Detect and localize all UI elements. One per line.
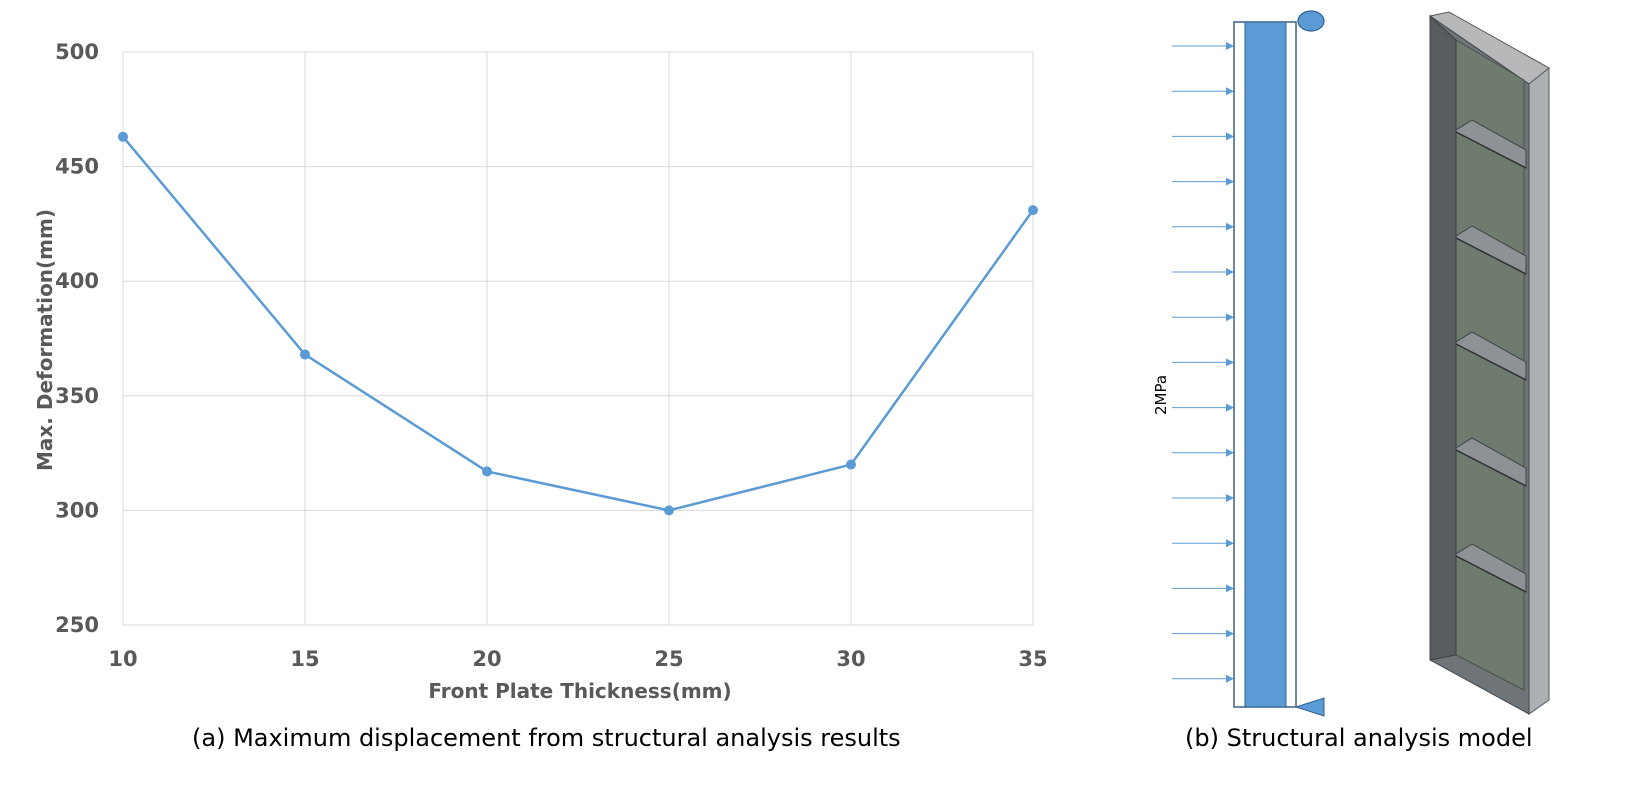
y-axis-title: Max. Deformation(mm)	[33, 209, 57, 471]
stiffener-edge	[1455, 449, 1527, 487]
roller-support-icon	[1294, 697, 1325, 717]
y-tick-label: 250	[55, 613, 99, 637]
x-tick-label: 25	[654, 647, 683, 671]
pressure-arrow-head	[1226, 584, 1234, 593]
load-label: 2MPa	[1152, 375, 1170, 415]
stiffener-edge	[1455, 131, 1527, 169]
x-tick-label: 10	[108, 647, 137, 671]
x-tick-label: 15	[290, 647, 319, 671]
load-schematic: 2MPa	[1152, 10, 1325, 717]
data-point	[846, 459, 856, 470]
pressure-arrow-head	[1226, 268, 1234, 276]
y-tick-label: 300	[55, 498, 99, 522]
frame-3d-model	[1428, 11, 1550, 715]
structural-model-figure: 2MPa	[1152, 10, 1550, 717]
pressure-arrow-head	[1226, 313, 1234, 322]
pressure-arrow-head	[1226, 629, 1234, 638]
pressure-arrow-head	[1226, 222, 1234, 231]
y-tick-label: 500	[55, 40, 99, 64]
x-axis-title: Front Plate Thickness(mm)	[428, 679, 731, 703]
pin-support-icon	[1297, 10, 1325, 32]
pressure-arrow-head	[1226, 539, 1234, 548]
stiffener-plate	[1455, 437, 1527, 487]
stiffener-edge	[1455, 555, 1527, 593]
data-point	[664, 505, 674, 516]
stiffener-edge	[1455, 237, 1527, 275]
pressure-arrow-head	[1226, 448, 1234, 457]
line-chart: 250 300 350 400 450 500 10 15 20 25 30 35 Front Pl…	[33, 40, 1048, 703]
caption-chart: (a) Maximum displacement from structural…	[192, 724, 901, 752]
plate-body	[1244, 21, 1287, 708]
stiffener-plate	[1455, 331, 1527, 381]
data-point	[482, 466, 492, 477]
stiffener-plate	[1455, 119, 1527, 169]
chart-grid	[122, 51, 1034, 626]
pressure-arrow-head	[1226, 674, 1234, 683]
stiffener-edge	[1455, 343, 1527, 381]
pressure-arrows	[1172, 42, 1234, 683]
series-line	[122, 136, 1035, 512]
pressure-arrow-head	[1226, 132, 1234, 141]
pressure-arrow-head	[1226, 494, 1234, 502]
pressure-arrow-head	[1226, 177, 1234, 186]
pressure-arrow-head	[1226, 358, 1234, 367]
x-axis-ticks: 10 15 20 25 30 35	[108, 647, 1047, 671]
pressure-arrow-head	[1226, 87, 1234, 96]
y-tick-label: 450	[55, 155, 99, 179]
y-axis-ticks: 250 300 350 400 450 500	[55, 40, 99, 637]
data-point	[1028, 205, 1038, 216]
caption-model: (b) Structural analysis model	[1185, 724, 1533, 752]
x-tick-label: 20	[472, 647, 501, 671]
y-tick-label: 400	[55, 269, 99, 293]
pressure-arrow-head	[1226, 42, 1234, 50]
stiffener-plate	[1455, 543, 1527, 593]
frame-side-face	[1528, 66, 1550, 715]
data-point	[300, 349, 310, 360]
data-point	[118, 131, 128, 142]
y-tick-label: 350	[55, 384, 99, 408]
frame-stiffeners	[1455, 119, 1527, 593]
x-tick-label: 30	[836, 647, 865, 671]
pressure-arrow-head	[1226, 403, 1234, 412]
stiffener-plate	[1455, 225, 1527, 275]
x-tick-label: 35	[1018, 647, 1047, 671]
chart-series	[118, 131, 1038, 516]
frame-left-rail	[1429, 14, 1457, 661]
